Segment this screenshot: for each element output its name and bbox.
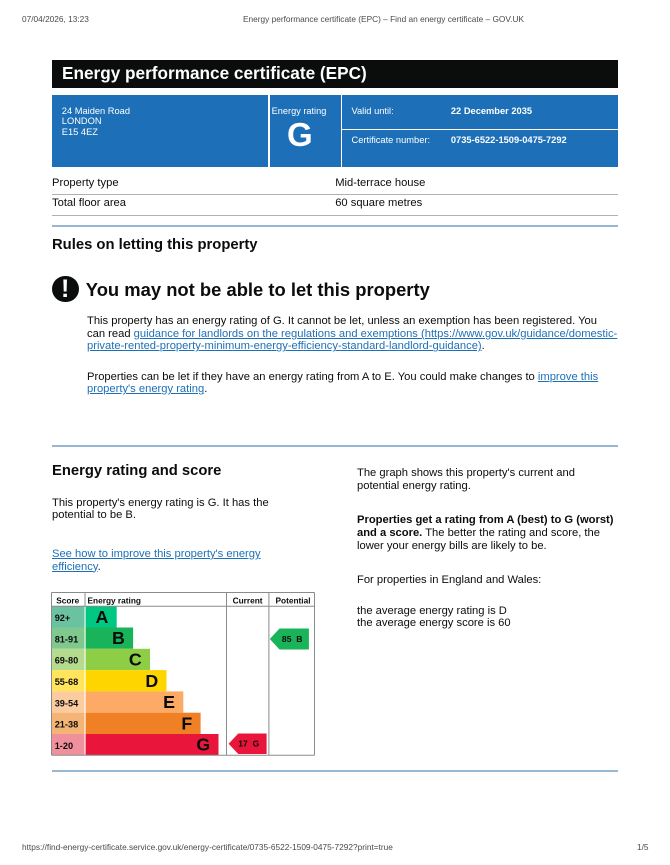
- svg-text:Energy rating: Energy rating: [87, 595, 140, 605]
- svg-text:Current: Current: [232, 595, 262, 605]
- svg-text:85 B: 85 B: [281, 634, 302, 644]
- svg-text:55-68: 55-68: [54, 677, 77, 687]
- svg-text:A: A: [95, 607, 108, 627]
- svg-text:Score: Score: [56, 595, 79, 605]
- svg-text:E: E: [163, 692, 175, 712]
- svg-text:B: B: [111, 628, 124, 648]
- svg-text:C: C: [128, 650, 141, 670]
- svg-text:1-20: 1-20: [54, 741, 72, 751]
- svg-text:F: F: [181, 713, 192, 733]
- svg-text:39-54: 39-54: [54, 698, 78, 708]
- svg-text:81-91: 81-91: [54, 634, 77, 644]
- svg-text:D: D: [145, 671, 158, 691]
- svg-text:G: G: [196, 735, 210, 755]
- svg-text:17 G: 17 G: [238, 739, 259, 749]
- svg-text:21-38: 21-38: [54, 720, 77, 730]
- svg-text:69-80: 69-80: [54, 656, 77, 666]
- svg-text:Potential: Potential: [275, 595, 310, 605]
- svg-text:92+: 92+: [54, 613, 70, 623]
